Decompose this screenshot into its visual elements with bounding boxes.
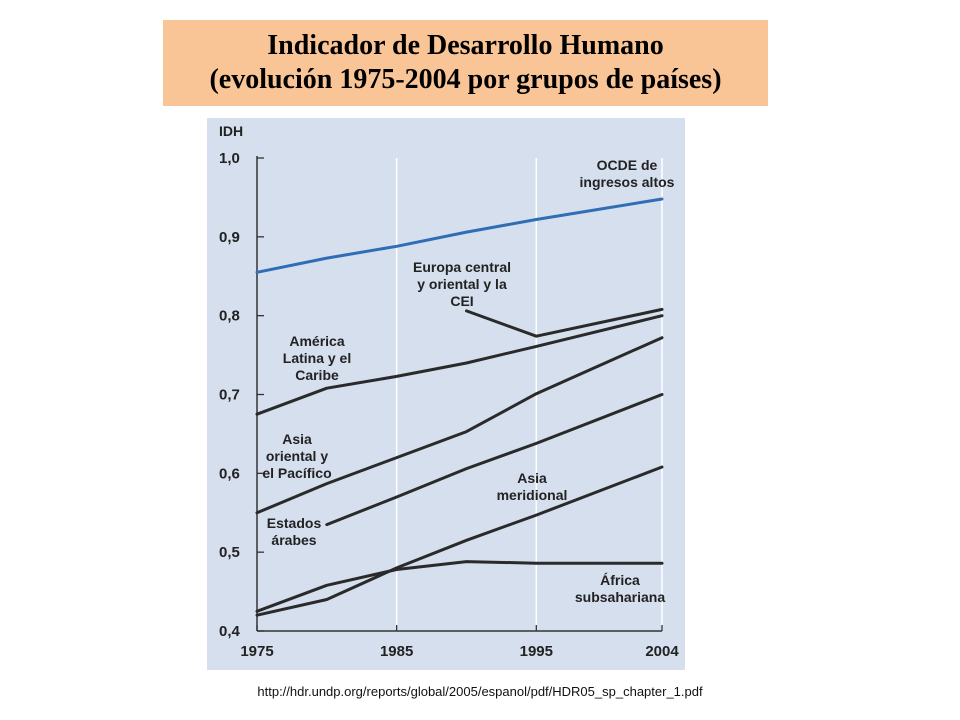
- sub-saharan-africa-line: [255, 560, 664, 613]
- title-line-2: (evolución 1975-2004 por grupos de paíse…: [209, 64, 722, 95]
- series-label-line: América: [289, 333, 344, 349]
- series-label-line: árabes: [271, 532, 316, 548]
- label-layer: OCDE de ingresos altos Europa central y ori…: [262, 157, 674, 605]
- chart-svg: 0,4 0,5 0,6 0,7 0,8 0,9 1,0 1975 1985 1995 2004 IDH…: [219, 123, 679, 660]
- series-layer: [255, 197, 664, 617]
- title-box: Indicador de Desarrollo Humano (evolució…: [163, 20, 768, 106]
- series-label-line: meridional: [497, 487, 568, 503]
- series-label-line: Asia: [282, 431, 312, 447]
- y-tick-label: 0,7: [219, 387, 240, 404]
- europe-cei-line: [465, 307, 664, 338]
- series-label-line: Asia: [517, 470, 547, 486]
- oecd-line: [255, 197, 664, 274]
- y-axis-title: IDH: [219, 123, 243, 139]
- latin-america-line: [255, 314, 664, 416]
- arab-states-line: [325, 393, 664, 527]
- title-line-1: Indicador de Desarrollo Humano: [267, 30, 664, 61]
- y-tick-label: 0,4: [219, 623, 241, 640]
- series-label-line: CEI: [450, 293, 473, 309]
- series-label-line: Estados: [267, 515, 322, 531]
- y-tick-label: 0,6: [219, 465, 240, 482]
- series-label-line: el Pacífico: [262, 465, 331, 481]
- series-label-line: Europa central: [413, 259, 511, 275]
- y-tick-label: 0,5: [219, 544, 240, 561]
- y-tick-label: 0,8: [219, 308, 240, 325]
- axis-layer: 0,4 0,5 0,6 0,7 0,8 0,9 1,0 1975 1985 1995 2004 IDH: [219, 123, 679, 660]
- hdi-line-chart: 0,4 0,5 0,6 0,7 0,8 0,9 1,0 1975 1985 1995 2004 IDH…: [207, 118, 685, 670]
- south-asia-line: [255, 465, 664, 617]
- x-tick-label: 1995: [520, 643, 553, 660]
- series-label-line: Latina y el: [283, 350, 351, 366]
- arab-states-label: Estados árabes: [267, 515, 322, 548]
- series-label-line: ingresos altos: [580, 174, 675, 190]
- series-label-line: y oriental y la: [417, 276, 507, 292]
- source-url: http://hdr.undp.org/reports/global/2005/…: [257, 684, 703, 699]
- latin-america-label: América Latina y el Caribe: [283, 333, 351, 383]
- oecd-label: OCDE de ingresos altos: [580, 157, 675, 190]
- series-label-line: Caribe: [295, 367, 339, 383]
- y-tick-label: 1,0: [219, 150, 240, 167]
- east-asia-line: [255, 336, 664, 515]
- y-tick-label: 0,9: [219, 229, 240, 246]
- south-asia-label: Asia meridional: [497, 470, 568, 503]
- series-label-line: subsahariana: [575, 589, 665, 605]
- series-label-line: oriental y: [266, 448, 328, 464]
- x-tick-label: 1985: [380, 643, 413, 660]
- grid-layer: [395, 158, 663, 631]
- x-tick-label: 1975: [240, 643, 273, 660]
- europe-cei-label: Europa central y oriental y la CEI: [413, 259, 511, 309]
- series-label-line: África: [600, 572, 640, 588]
- east-asia-label: Asia oriental y el Pacífico: [262, 431, 331, 481]
- x-tick-label: 2004: [645, 643, 679, 660]
- series-label-line: OCDE de: [597, 157, 658, 173]
- sub-saharan-africa-label: África subsahariana: [575, 572, 665, 605]
